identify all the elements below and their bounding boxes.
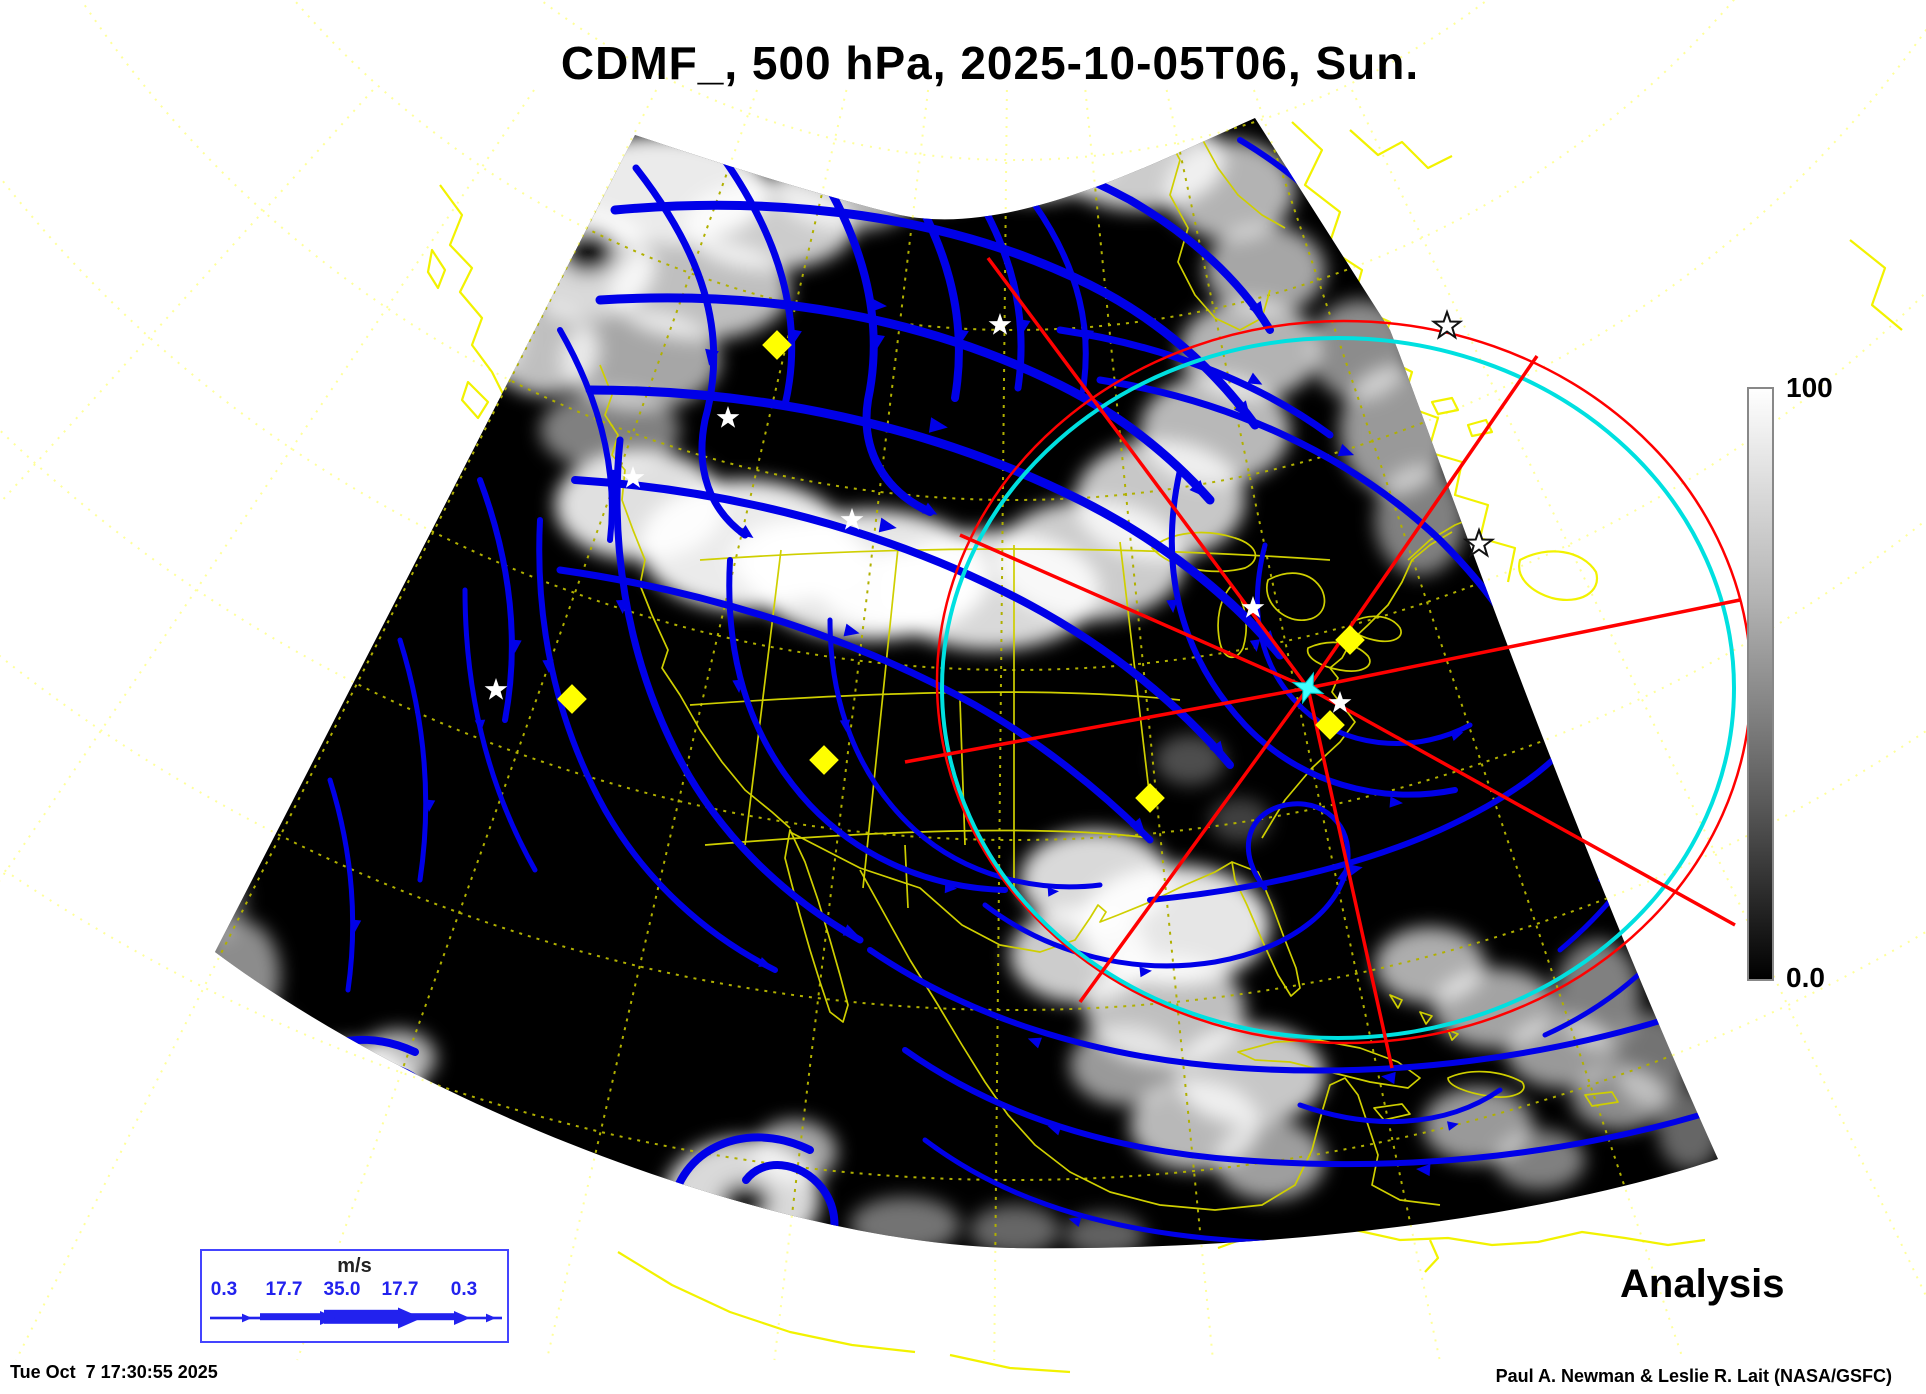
legend-units-label: m/s xyxy=(337,1255,372,1277)
diamond-site-marker xyxy=(1335,625,1365,655)
star-site-marker xyxy=(1241,596,1265,618)
legend-speed-value: 0.3 xyxy=(450,1279,478,1300)
legend-speed-value: 17.7 xyxy=(381,1279,419,1300)
map-domain-fan xyxy=(215,118,1718,1249)
colorbar-max-label: 100 xyxy=(1786,372,1833,403)
star-site-marker xyxy=(988,313,1012,335)
credit-line: Paul A. Newman & Leslie R. Lait (NASA/GS… xyxy=(1495,1366,1892,1386)
star-site-marker xyxy=(1328,691,1352,713)
star-site-marker xyxy=(621,466,645,488)
colorbar-min-label: 0.0 xyxy=(1786,962,1825,993)
timestamp: Tue Oct 7 17:30:55 2025 xyxy=(10,1362,218,1382)
star-site-marker xyxy=(716,406,740,428)
diamond-site-marker xyxy=(1315,710,1345,740)
page-title: CDMF_, 500 hPa, 2025-10-05T06, Sun. xyxy=(560,37,1420,89)
azimuth-lines xyxy=(904,256,1741,1069)
coastlines-outside-domain xyxy=(426,121,1903,1374)
diamond-site-marker xyxy=(1135,783,1165,813)
open-star-site-marker xyxy=(1462,526,1496,558)
star-site-marker xyxy=(484,678,508,700)
colorbar xyxy=(1747,387,1774,981)
legend-speed-value: 35.0 xyxy=(323,1279,361,1300)
legend-speed-value: 0.3 xyxy=(210,1279,238,1300)
target-center-star-icon xyxy=(1291,671,1325,705)
analysis-badge: Analysis xyxy=(1620,1262,1785,1306)
wind-arrow-scale-icon xyxy=(210,1307,502,1329)
wind-speed-legend: m/s 0.3 17.7 35.0 17.7 0.3 xyxy=(200,1249,509,1343)
wind-streamlines xyxy=(277,118,1717,1249)
star-site-marker xyxy=(840,508,864,530)
coastlines-inside-domain xyxy=(599,131,1619,1211)
legend-speed-value: 17.7 xyxy=(265,1279,303,1300)
open-star-site-marker xyxy=(1430,308,1464,340)
